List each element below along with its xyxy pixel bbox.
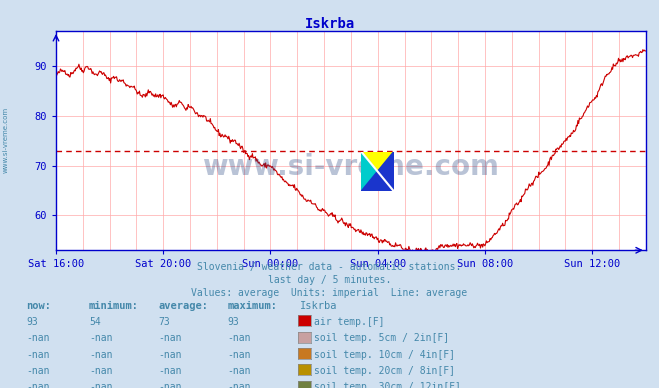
Text: maximum:: maximum: [227,301,277,311]
Text: soil temp. 10cm / 4in[F]: soil temp. 10cm / 4in[F] [314,350,455,360]
Polygon shape [361,152,393,191]
Text: soil temp. 20cm / 8in[F]: soil temp. 20cm / 8in[F] [314,366,455,376]
Text: Iskrba: Iskrba [304,17,355,31]
Text: -nan: -nan [158,366,182,376]
Text: -nan: -nan [158,333,182,343]
Text: soil temp. 30cm / 12in[F]: soil temp. 30cm / 12in[F] [314,382,461,388]
Text: -nan: -nan [227,333,251,343]
Text: -nan: -nan [26,333,50,343]
Text: -nan: -nan [89,382,113,388]
Text: 93: 93 [26,317,38,327]
Text: soil temp. 5cm / 2in[F]: soil temp. 5cm / 2in[F] [314,333,449,343]
Text: 93: 93 [227,317,239,327]
Polygon shape [361,152,393,191]
Text: Iskrba: Iskrba [300,301,337,311]
Text: now:: now: [26,301,51,311]
Text: -nan: -nan [227,366,251,376]
Text: minimum:: minimum: [89,301,139,311]
Text: 73: 73 [158,317,170,327]
Text: -nan: -nan [89,350,113,360]
Text: 54: 54 [89,317,101,327]
Text: www.si-vreme.com: www.si-vreme.com [2,107,9,173]
Text: average:: average: [158,301,208,311]
Text: -nan: -nan [26,350,50,360]
Text: -nan: -nan [89,366,113,376]
Text: last day / 5 minutes.: last day / 5 minutes. [268,275,391,285]
Text: Values: average  Units: imperial  Line: average: Values: average Units: imperial Line: av… [191,288,468,298]
Text: -nan: -nan [227,350,251,360]
Text: -nan: -nan [227,382,251,388]
Text: Slovenia / weather data - automatic stations.: Slovenia / weather data - automatic stat… [197,262,462,272]
Text: -nan: -nan [26,382,50,388]
Text: -nan: -nan [158,382,182,388]
Text: www.si-vreme.com: www.si-vreme.com [202,153,500,181]
Text: -nan: -nan [158,350,182,360]
Text: -nan: -nan [26,366,50,376]
Polygon shape [361,152,393,191]
Text: -nan: -nan [89,333,113,343]
Text: air temp.[F]: air temp.[F] [314,317,385,327]
